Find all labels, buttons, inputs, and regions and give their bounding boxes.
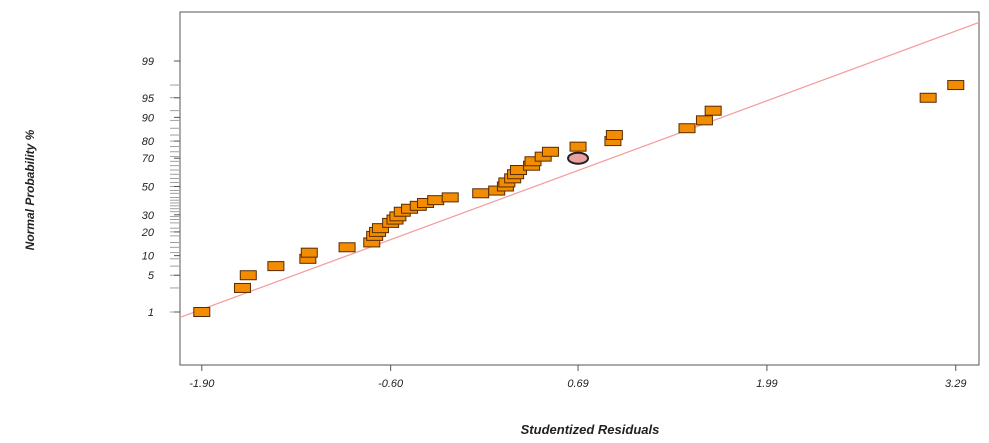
x-tick-label: 0.69 (567, 378, 588, 390)
x-axis-title: Studentized Residuals (521, 422, 660, 437)
y-axis-title: Normal Probability % (23, 129, 37, 250)
y-tick-label: 30 (142, 210, 155, 222)
data-point (947, 80, 965, 91)
y-axis-ticks: 1 5 10 20 30 50 70 80 90 95 99 (141, 56, 180, 319)
y-tick-label: 80 (142, 136, 155, 148)
x-axis-ticks: -1.90 -0.60 0.69 1.99 3.29 (189, 365, 966, 390)
data-point (371, 223, 389, 234)
y-tick-label: 5 (148, 270, 155, 282)
y-tick-label: 90 (142, 112, 155, 124)
data-point (300, 247, 318, 258)
data-point (338, 242, 356, 253)
y-tick-label: 70 (142, 153, 155, 165)
data-points (193, 80, 965, 317)
data-point (193, 307, 211, 317)
data-point (472, 188, 490, 199)
x-tick-label: 3.29 (945, 378, 966, 390)
x-tick-label: -0.60 (378, 378, 404, 390)
data-point (233, 282, 251, 293)
data-point (704, 105, 722, 116)
data-point (239, 270, 257, 281)
data-point (427, 195, 445, 206)
y-tick-label: 99 (142, 56, 154, 68)
data-point (441, 192, 459, 203)
data-point (678, 123, 696, 134)
data-point (267, 261, 285, 272)
y-tick-label: 20 (141, 227, 155, 239)
data-point (569, 141, 587, 152)
data-point (605, 130, 623, 141)
y-tick-label: 1 (148, 307, 154, 319)
y-tick-label: 10 (142, 251, 155, 263)
data-point (695, 115, 713, 126)
data-point (541, 146, 559, 157)
x-tick-label: 1.99 (756, 378, 777, 390)
reference-line (180, 21, 979, 319)
highlighted-point (567, 151, 590, 165)
data-point (919, 92, 937, 103)
y-axis-rug (170, 84, 179, 313)
plot-area-frame (179, 11, 980, 366)
x-tick-label: -1.90 (189, 378, 215, 390)
y-tick-label: 95 (142, 93, 155, 105)
y-tick-label: 50 (142, 182, 155, 194)
